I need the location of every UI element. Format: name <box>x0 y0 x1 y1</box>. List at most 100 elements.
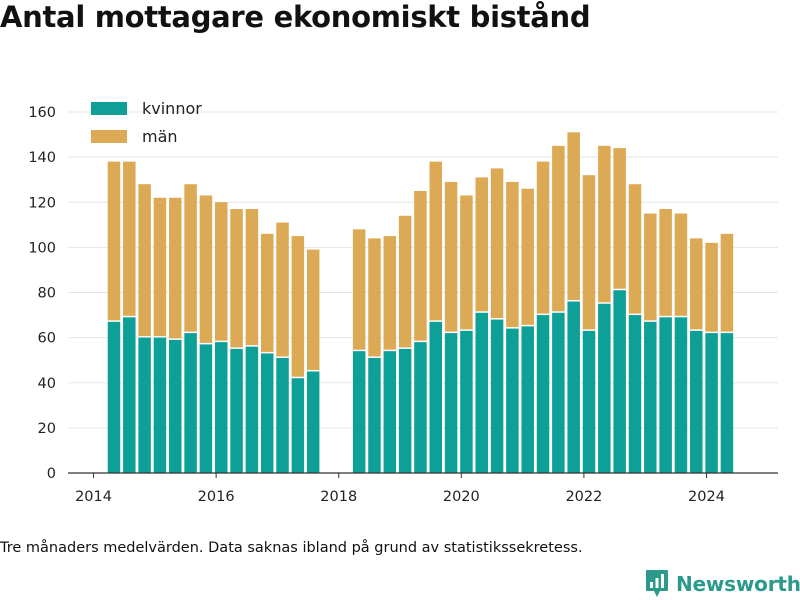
axes: 0 20 40 60 80 100 120 140 160 2014 2016 2018 2020 202… <box>28 105 778 505</box>
bar-kvinnor <box>184 333 197 473</box>
bar-kvinnor <box>245 346 259 473</box>
legend-swatch <box>91 130 127 143</box>
bar-kvinnor <box>169 339 182 473</box>
bar-kvinnor <box>138 337 151 473</box>
bar-kvinnor <box>153 337 167 473</box>
y-tick-label: 140 <box>28 150 56 166</box>
bar-kvinnor <box>536 315 550 473</box>
y-tick-label: 20 <box>38 421 56 437</box>
bar-kvinnor <box>552 312 565 473</box>
footnote: Tre månaders medelvärden. Data saknas ib… <box>0 540 583 556</box>
bar-man <box>169 197 182 339</box>
bar-man <box>644 213 657 321</box>
bar-kvinnor <box>123 317 136 473</box>
bar-kvinnor <box>567 301 580 473</box>
bar-kvinnor <box>276 357 289 473</box>
bar-kvinnor <box>352 351 366 473</box>
bar-kvinnor <box>107 321 121 473</box>
bar-man <box>567 132 580 301</box>
bar-kvinnor <box>199 344 213 473</box>
bar-man <box>199 195 213 343</box>
y-tick-label: 40 <box>38 376 56 392</box>
bar-man <box>260 233 274 352</box>
bar-kvinnor <box>460 330 473 473</box>
x-tick-label: 2024 <box>688 489 725 505</box>
x-tick-label: 2016 <box>198 489 235 505</box>
y-tick-label: 0 <box>47 466 56 482</box>
bar-kvinnor <box>705 333 718 473</box>
bar-man <box>398 215 412 348</box>
x-tick-label: 2020 <box>443 489 480 505</box>
legend-label: män <box>142 127 178 146</box>
x-tick-label: 2014 <box>75 489 112 505</box>
bar-kvinnor <box>613 290 626 473</box>
bar-kvinnor <box>720 333 734 473</box>
bar-kvinnor <box>291 378 305 473</box>
bar-kvinnor <box>690 330 703 473</box>
bar-kvinnor <box>398 348 412 473</box>
bar-kvinnor <box>506 328 519 473</box>
bar-kvinnor <box>414 342 427 473</box>
brand-logo[interactable]: Newsworthy <box>645 569 800 599</box>
y-tick-label: 60 <box>38 331 56 347</box>
bar-man <box>552 145 565 312</box>
bar-kvinnor <box>475 312 488 473</box>
bar-man <box>475 177 488 312</box>
bar-kvinnor <box>230 348 243 473</box>
bar-man <box>536 161 550 314</box>
bar-kvinnor <box>598 303 611 473</box>
bar-man <box>429 161 443 321</box>
brand-name: Newsworthy <box>676 572 800 596</box>
bar-man <box>613 148 626 289</box>
bar-kvinnor <box>429 321 443 473</box>
bar-man <box>582 175 596 330</box>
bar-kvinnor <box>674 317 688 473</box>
bar-man <box>153 197 167 337</box>
bar-man <box>306 249 320 370</box>
bar-chart-logo-icon <box>646 570 668 597</box>
bar-man <box>184 184 197 332</box>
x-tick-label: 2022 <box>565 489 602 505</box>
bar-man <box>214 202 228 341</box>
legend-swatch <box>91 102 127 115</box>
y-tick-label: 160 <box>28 105 56 121</box>
y-tick-label: 100 <box>28 240 56 256</box>
bar-man <box>659 209 672 316</box>
bar-man <box>506 181 519 328</box>
bar-man <box>383 236 397 350</box>
bar-man <box>690 238 703 330</box>
bar-man <box>705 242 718 332</box>
bar-man <box>291 236 305 377</box>
bar-kvinnor <box>383 351 397 473</box>
bar-man <box>628 184 642 314</box>
bar-kvinnor <box>214 342 228 473</box>
bar-kvinnor <box>490 319 504 473</box>
bar-kvinnor <box>521 326 534 473</box>
bar-man <box>368 238 381 357</box>
bar-man <box>490 168 504 319</box>
bar-man <box>521 188 534 325</box>
bar-man <box>276 222 289 357</box>
chart-title: Antal mottagare ekonomiskt bistånd <box>0 0 591 34</box>
bar-man <box>245 209 259 346</box>
x-tick-label: 2018 <box>320 489 357 505</box>
bar-man <box>598 145 611 303</box>
bar-kvinnor <box>444 333 458 473</box>
bar-kvinnor <box>260 353 274 473</box>
bar-kvinnor <box>644 321 657 473</box>
bar-man <box>460 195 473 330</box>
bar-kvinnor <box>368 357 381 473</box>
bar-man <box>414 190 427 341</box>
y-tick-label: 80 <box>38 286 56 302</box>
bar-kvinnor <box>582 330 596 473</box>
bar-man <box>444 181 458 332</box>
bar-man <box>352 229 366 350</box>
bar-man <box>138 184 151 337</box>
bar-man <box>107 161 121 321</box>
bar-kvinnor <box>306 371 320 473</box>
bar-kvinnor <box>659 317 672 473</box>
bar-man <box>123 161 136 316</box>
legend-label: kvinnor <box>142 99 202 118</box>
bar-man <box>674 213 688 316</box>
